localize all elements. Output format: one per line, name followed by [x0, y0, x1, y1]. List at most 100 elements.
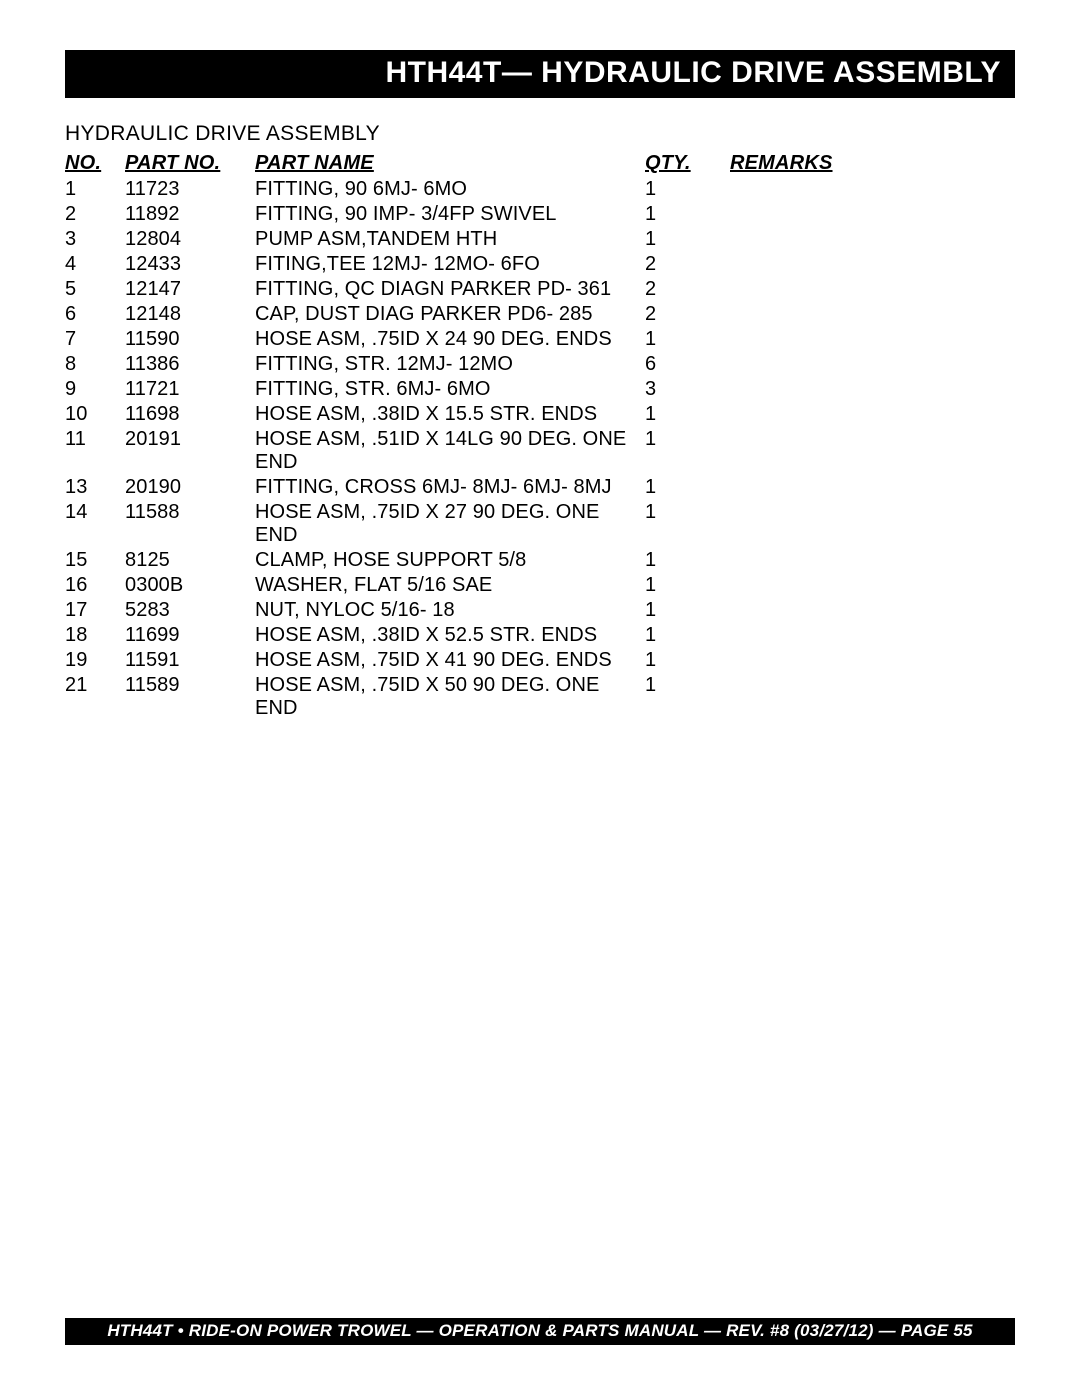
cell-part-name: NUT, NYLOC 5/16- 18 — [255, 598, 645, 623]
cell-part-no: 11588 — [125, 500, 255, 548]
table-row: 1320190FITTING, CROSS 6MJ- 8MJ- 6MJ- 8MJ… — [65, 475, 1015, 500]
footer-bar: HTH44T • RIDE-ON POWER TROWEL — OPERATIO… — [65, 1318, 1015, 1345]
cell-part-no: 11698 — [125, 402, 255, 427]
header-part-no: PART NO. — [125, 150, 255, 177]
cell-remarks — [730, 402, 1015, 427]
cell-no: 16 — [65, 573, 125, 598]
cell-no: 15 — [65, 548, 125, 573]
cell-no: 13 — [65, 475, 125, 500]
cell-part-name: HOSE ASM, .75ID X 27 90 DEG. ONE END — [255, 500, 645, 548]
cell-remarks — [730, 202, 1015, 227]
cell-remarks — [730, 377, 1015, 402]
cell-part-name: FITING,TEE 12MJ- 12MO- 6FO — [255, 252, 645, 277]
cell-remarks — [730, 252, 1015, 277]
table-header-row: NO. PART NO. PART NAME QTY. REMARKS — [65, 150, 1015, 177]
cell-qty: 1 — [645, 500, 730, 548]
cell-part-name: FITTING, CROSS 6MJ- 8MJ- 6MJ- 8MJ — [255, 475, 645, 500]
cell-remarks — [730, 673, 1015, 721]
cell-no: 10 — [65, 402, 125, 427]
cell-no: 21 — [65, 673, 125, 721]
cell-no: 6 — [65, 302, 125, 327]
cell-no: 19 — [65, 648, 125, 673]
cell-no: 11 — [65, 427, 125, 475]
cell-no: 3 — [65, 227, 125, 252]
table-row: 312804PUMP ASM,TANDEM HTH1 — [65, 227, 1015, 252]
cell-part-name: PUMP ASM,TANDEM HTH — [255, 227, 645, 252]
cell-no: 5 — [65, 277, 125, 302]
cell-part-no: 11723 — [125, 177, 255, 202]
cell-part-name: FITTING, STR. 6MJ- 6MO — [255, 377, 645, 402]
table-row: 412433FITING,TEE 12MJ- 12MO- 6FO2 — [65, 252, 1015, 277]
cell-no: 18 — [65, 623, 125, 648]
cell-part-name: FITTING, QC DIAGN PARKER PD- 361 — [255, 277, 645, 302]
cell-qty: 2 — [645, 302, 730, 327]
cell-part-name: CLAMP, HOSE SUPPORT 5/8 — [255, 548, 645, 573]
title-bar: HTH44T— HYDRAULIC DRIVE ASSEMBLY — [65, 50, 1015, 98]
cell-no: 4 — [65, 252, 125, 277]
cell-remarks — [730, 598, 1015, 623]
cell-part-name: WASHER, FLAT 5/16 SAE — [255, 573, 645, 598]
cell-qty: 1 — [645, 475, 730, 500]
cell-part-name: FITTING, 90 IMP- 3/4FP SWIVEL — [255, 202, 645, 227]
cell-part-name: HOSE ASM, .51ID X 14LG 90 DEG. ONE END — [255, 427, 645, 475]
cell-no: 8 — [65, 352, 125, 377]
cell-remarks — [730, 352, 1015, 377]
cell-part-no: 11591 — [125, 648, 255, 673]
cell-part-no: 12148 — [125, 302, 255, 327]
cell-part-no: 5283 — [125, 598, 255, 623]
header-remarks: REMARKS — [730, 150, 1015, 177]
cell-remarks — [730, 648, 1015, 673]
cell-part-name: HOSE ASM, .38ID X 52.5 STR. ENDS — [255, 623, 645, 648]
cell-qty: 1 — [645, 402, 730, 427]
parts-tbody: 111723FITTING, 90 6MJ- 6MO1211892FITTING… — [65, 177, 1015, 721]
cell-part-no: 11721 — [125, 377, 255, 402]
cell-qty: 1 — [645, 327, 730, 352]
cell-qty: 1 — [645, 548, 730, 573]
cell-part-no: 8125 — [125, 548, 255, 573]
header-qty: QTY. — [645, 150, 730, 177]
cell-part-name: HOSE ASM, .75ID X 50 90 DEG. ONE END — [255, 673, 645, 721]
cell-part-name: HOSE ASM, .38ID X 15.5 STR. ENDS — [255, 402, 645, 427]
cell-part-no: 11386 — [125, 352, 255, 377]
cell-no: 17 — [65, 598, 125, 623]
cell-part-no: 11699 — [125, 623, 255, 648]
cell-remarks — [730, 327, 1015, 352]
cell-no: 7 — [65, 327, 125, 352]
table-row: 1911591HOSE ASM, .75ID X 41 90 DEG. ENDS… — [65, 648, 1015, 673]
cell-qty: 1 — [645, 598, 730, 623]
cell-remarks — [730, 623, 1015, 648]
parts-table: NO. PART NO. PART NAME QTY. REMARKS 1117… — [65, 150, 1015, 721]
cell-part-name: HOSE ASM, .75ID X 41 90 DEG. ENDS — [255, 648, 645, 673]
cell-qty: 1 — [645, 177, 730, 202]
cell-remarks — [730, 548, 1015, 573]
cell-qty: 2 — [645, 277, 730, 302]
cell-qty: 6 — [645, 352, 730, 377]
cell-part-no: 12804 — [125, 227, 255, 252]
table-row: 2111589HOSE ASM, .75ID X 50 90 DEG. ONE … — [65, 673, 1015, 721]
cell-part-no: 0300B — [125, 573, 255, 598]
table-row: 512147FITTING, QC DIAGN PARKER PD- 3612 — [65, 277, 1015, 302]
table-row: 1120191HOSE ASM, .51ID X 14LG 90 DEG. ON… — [65, 427, 1015, 475]
cell-part-name: FITTING, STR. 12MJ- 12MO — [255, 352, 645, 377]
table-row: 711590HOSE ASM, .75ID X 24 90 DEG. ENDS1 — [65, 327, 1015, 352]
table-row: 160300BWASHER, FLAT 5/16 SAE1 — [65, 573, 1015, 598]
section-subtitle: HYDRAULIC DRIVE ASSEMBLY — [65, 122, 1015, 146]
cell-remarks — [730, 227, 1015, 252]
cell-remarks — [730, 500, 1015, 548]
cell-part-name: FITTING, 90 6MJ- 6MO — [255, 177, 645, 202]
header-part-name: PART NAME — [255, 150, 645, 177]
cell-part-no: 12433 — [125, 252, 255, 277]
cell-part-no: 11892 — [125, 202, 255, 227]
table-row: 175283NUT, NYLOC 5/16- 181 — [65, 598, 1015, 623]
cell-qty: 1 — [645, 202, 730, 227]
header-no: NO. — [65, 150, 125, 177]
table-row: 158125CLAMP, HOSE SUPPORT 5/81 — [65, 548, 1015, 573]
table-row: 1411588HOSE ASM, .75ID X 27 90 DEG. ONE … — [65, 500, 1015, 548]
cell-no: 1 — [65, 177, 125, 202]
table-row: 612148CAP, DUST DIAG PARKER PD6- 2852 — [65, 302, 1015, 327]
table-row: 911721FITTING, STR. 6MJ- 6MO3 — [65, 377, 1015, 402]
cell-qty: 1 — [645, 623, 730, 648]
cell-no: 9 — [65, 377, 125, 402]
cell-remarks — [730, 475, 1015, 500]
table-row: 211892FITTING, 90 IMP- 3/4FP SWIVEL1 — [65, 202, 1015, 227]
